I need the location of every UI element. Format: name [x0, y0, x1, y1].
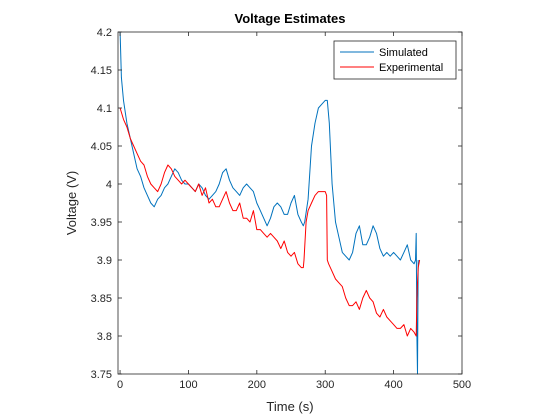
tick-layer: 0 100 200 300 400 500 3.75 3.8 3.85 3.9 3.95 4 4.05 4…: [91, 27, 472, 391]
legend-label-simulated: Simulated: [379, 47, 428, 59]
y-axis-label: Voltage (V): [64, 171, 79, 235]
x-tick-label: 0: [117, 379, 123, 391]
x-tick-label: 500: [453, 379, 471, 391]
y-tick-label: 3.95: [91, 217, 112, 229]
y-tick-label: 3.75: [91, 369, 112, 381]
series-line-experimental: [119, 107, 421, 337]
series-layer: [119, 31, 421, 375]
y-tick-label: 4: [106, 179, 112, 191]
y-tick-label: 4.05: [91, 141, 112, 153]
y-tick-label: 3.8: [97, 331, 112, 343]
plot-area: [118, 32, 462, 374]
legend: Simulated Experimental: [333, 40, 457, 80]
series-line-simulated: [119, 31, 419, 375]
y-tick-label: 3.85: [91, 293, 112, 305]
axes-box: [117, 31, 463, 375]
legend-box: [333, 40, 457, 80]
x-tick-label: 300: [316, 379, 334, 391]
y-tick-label: 4.2: [97, 27, 112, 39]
x-tick-label: 400: [384, 379, 402, 391]
x-axis-label: Time (s): [266, 399, 313, 414]
legend-label-experimental: Experimental: [379, 62, 443, 74]
x-tick-label: 100: [179, 379, 197, 391]
y-tick-label: 4.15: [91, 65, 112, 77]
x-tick-label: 200: [248, 379, 266, 391]
y-tick-label: 3.9: [97, 255, 112, 267]
y-tick-label: 4.1: [97, 103, 112, 115]
chart-title: Voltage Estimates: [234, 11, 345, 26]
